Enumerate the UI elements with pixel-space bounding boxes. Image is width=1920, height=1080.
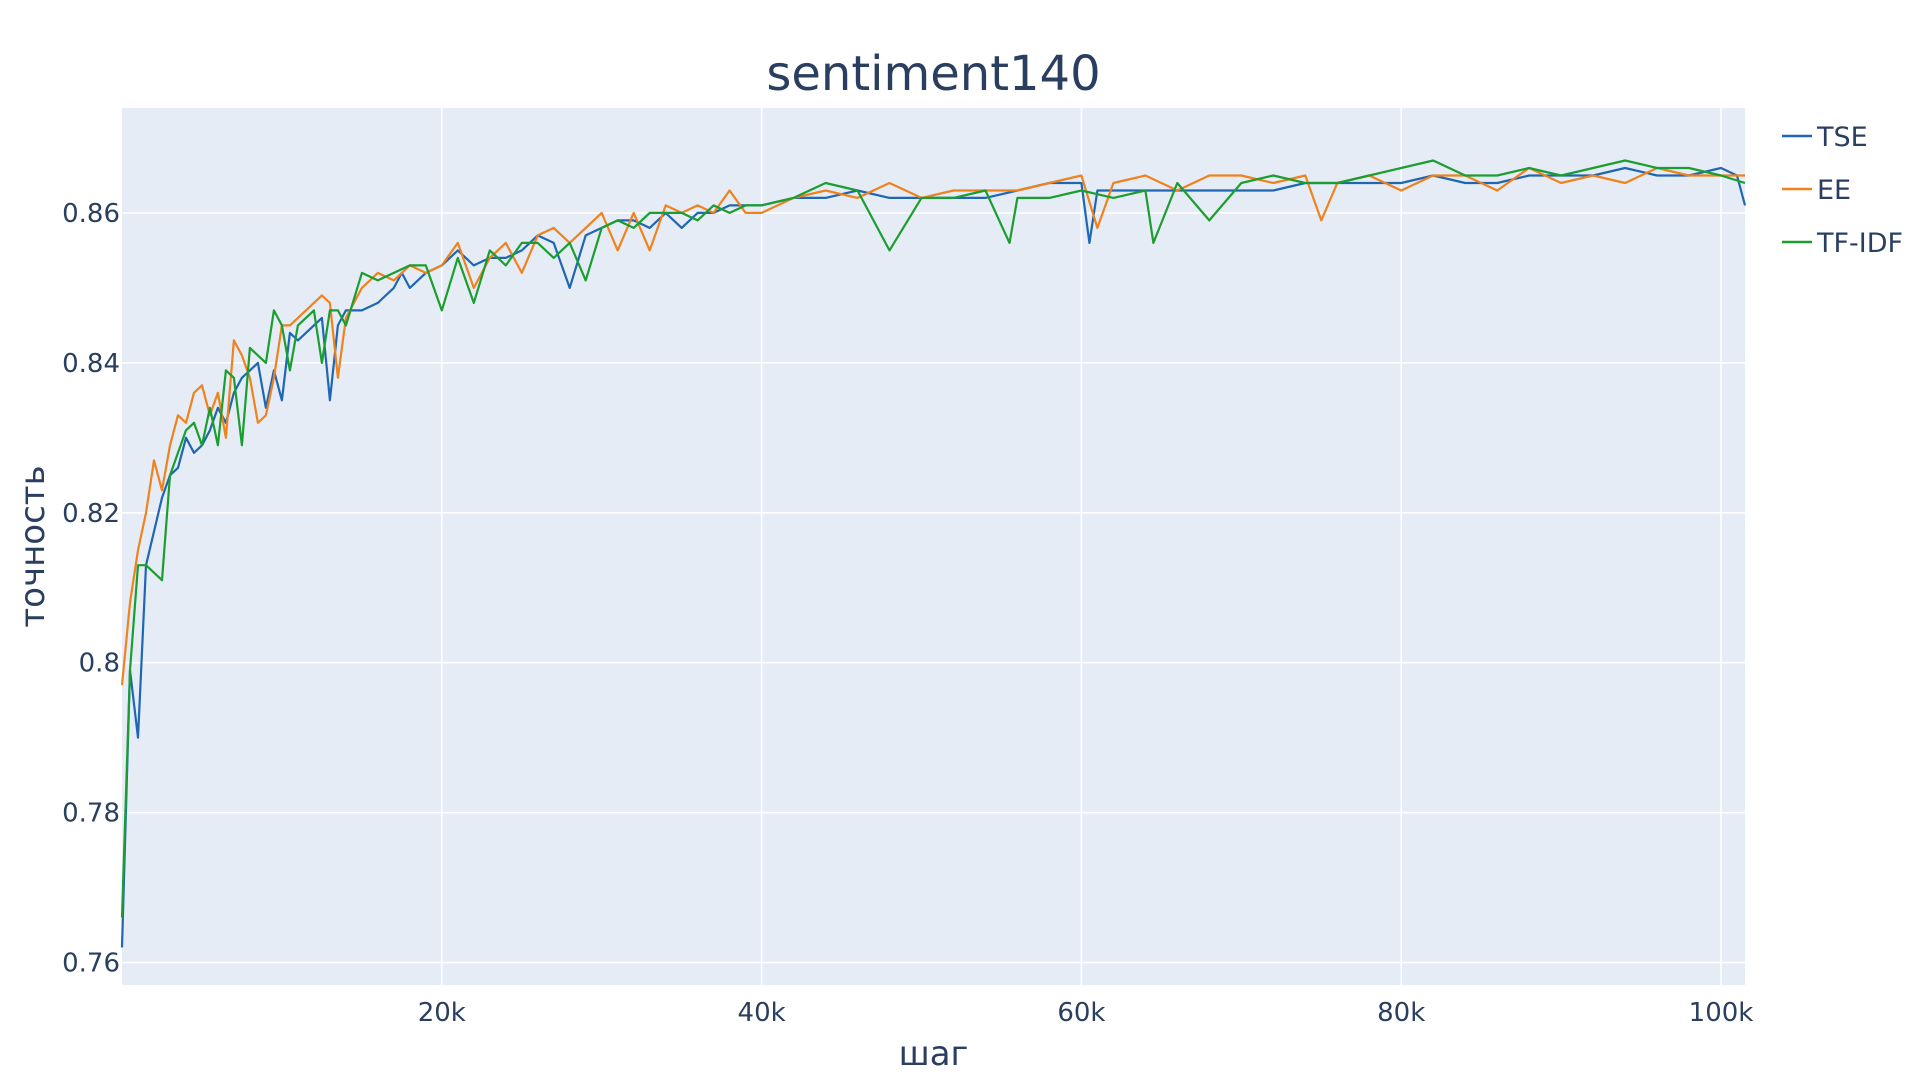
y-tick-label: 0.8 xyxy=(79,649,120,679)
legend-label: TF-IDF xyxy=(1816,228,1903,259)
legend-item[interactable]: EE xyxy=(1782,175,1851,206)
x-axis-title: шаг xyxy=(899,1034,969,1074)
x-tick-label: 40k xyxy=(738,998,786,1028)
chart-title: sentiment140 xyxy=(766,46,1100,102)
legend-item[interactable]: TSE xyxy=(1782,122,1868,153)
legend-label: TSE xyxy=(1816,122,1868,153)
x-tick-label: 60k xyxy=(1057,998,1105,1028)
y-tick-labels: 0.76 0.78 0.8 0.82 0.84 0.86 xyxy=(62,199,120,979)
x-gridlines xyxy=(441,108,1722,985)
series-line-tf-idf xyxy=(120,159,1746,918)
legend-item[interactable]: TF-IDF xyxy=(1782,228,1903,259)
y-tick-label: 0.78 xyxy=(62,799,120,829)
x-tick-labels: 20k 40k 60k 80k 100k xyxy=(418,998,1754,1028)
x-tick-label: 20k xyxy=(418,998,466,1028)
y-tick-label: 0.86 xyxy=(62,199,120,229)
series-line-ee xyxy=(120,166,1745,686)
x-tick-label: 80k xyxy=(1377,998,1425,1028)
plot-background xyxy=(122,108,1745,985)
legend[interactable]: TSE EE TF-IDF xyxy=(1782,122,1903,259)
y-tick-label: 0.84 xyxy=(62,349,120,379)
y-tick-label: 0.82 xyxy=(62,499,120,529)
x-tick-label: 100k xyxy=(1689,998,1754,1028)
legend-label: EE xyxy=(1817,175,1851,206)
y-axis-title: точность xyxy=(13,465,53,627)
y-gridlines xyxy=(122,212,1745,964)
y-tick-label: 0.76 xyxy=(62,949,120,979)
series-lines xyxy=(120,159,1747,948)
